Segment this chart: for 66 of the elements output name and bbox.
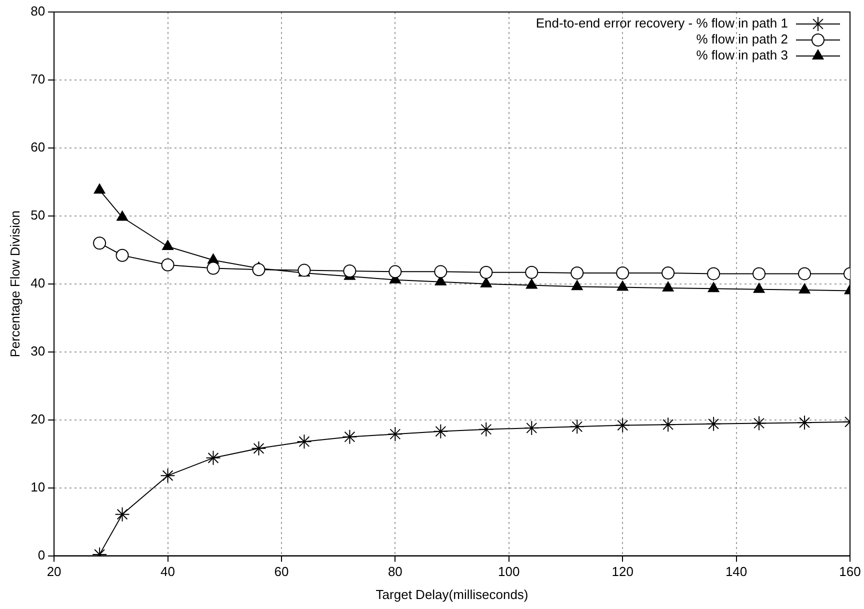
point bbox=[526, 278, 538, 289]
point bbox=[752, 267, 766, 280]
point bbox=[616, 280, 628, 291]
point bbox=[116, 248, 129, 262]
point bbox=[570, 419, 585, 434]
point bbox=[206, 262, 220, 275]
point bbox=[343, 264, 356, 278]
point bbox=[571, 280, 583, 290]
point bbox=[707, 267, 720, 280]
point bbox=[616, 266, 630, 280]
x-tick-label: 140 bbox=[725, 564, 748, 580]
point bbox=[753, 282, 765, 293]
point bbox=[433, 424, 448, 439]
point bbox=[161, 258, 174, 272]
legend-label: % flow in path 2 bbox=[696, 32, 788, 47]
point bbox=[252, 263, 266, 276]
x-tick-label: 60 bbox=[274, 564, 289, 580]
x-tick-label: 80 bbox=[388, 564, 402, 580]
point bbox=[388, 426, 403, 442]
x-tick-label: 120 bbox=[612, 564, 634, 580]
point bbox=[296, 434, 312, 450]
point bbox=[434, 265, 448, 278]
x-tick-label: 40 bbox=[160, 564, 175, 580]
point bbox=[615, 418, 630, 433]
x-tick-label: 100 bbox=[498, 564, 520, 580]
y-tick-label: 60 bbox=[30, 140, 46, 155]
point bbox=[116, 210, 128, 221]
point bbox=[524, 420, 540, 436]
point bbox=[480, 277, 492, 288]
x-tick-label: 160 bbox=[839, 564, 861, 580]
point bbox=[480, 266, 493, 279]
point bbox=[93, 236, 106, 250]
point bbox=[660, 417, 676, 432]
point bbox=[251, 440, 266, 456]
y-tick-label: 80 bbox=[30, 4, 46, 19]
point bbox=[570, 266, 584, 280]
legend-label: % flow in path 3 bbox=[696, 48, 788, 63]
x-tick-label: 20 bbox=[46, 564, 62, 580]
point bbox=[525, 266, 538, 279]
legend-label: End-to-end error recovery - % flow in path 1 bbox=[536, 16, 788, 31]
point bbox=[706, 416, 722, 432]
y-tick-label: 30 bbox=[30, 343, 46, 358]
point bbox=[160, 468, 176, 484]
y-tick-label: 40 bbox=[30, 275, 46, 290]
point bbox=[662, 281, 674, 292]
point bbox=[298, 264, 311, 277]
point bbox=[662, 266, 675, 280]
point bbox=[114, 506, 130, 522]
point bbox=[752, 416, 767, 431]
point bbox=[797, 415, 812, 430]
point bbox=[478, 422, 494, 437]
point bbox=[206, 450, 221, 466]
point bbox=[162, 240, 174, 250]
y-tick-label: 70 bbox=[30, 72, 46, 87]
y-axis-title: Percentage Flow Division bbox=[7, 210, 22, 358]
point bbox=[342, 429, 358, 444]
point bbox=[94, 184, 106, 194]
x-axis-title: Target Delay(milliseconds) bbox=[376, 586, 528, 602]
y-tick-label: 50 bbox=[30, 208, 46, 223]
point bbox=[798, 284, 810, 294]
y-tick-label: 10 bbox=[30, 479, 46, 494]
point bbox=[798, 267, 812, 280]
y-tick-label: 20 bbox=[30, 411, 46, 426]
point bbox=[708, 282, 720, 292]
point bbox=[388, 265, 402, 278]
y-tick-label: 0 bbox=[38, 547, 46, 562]
